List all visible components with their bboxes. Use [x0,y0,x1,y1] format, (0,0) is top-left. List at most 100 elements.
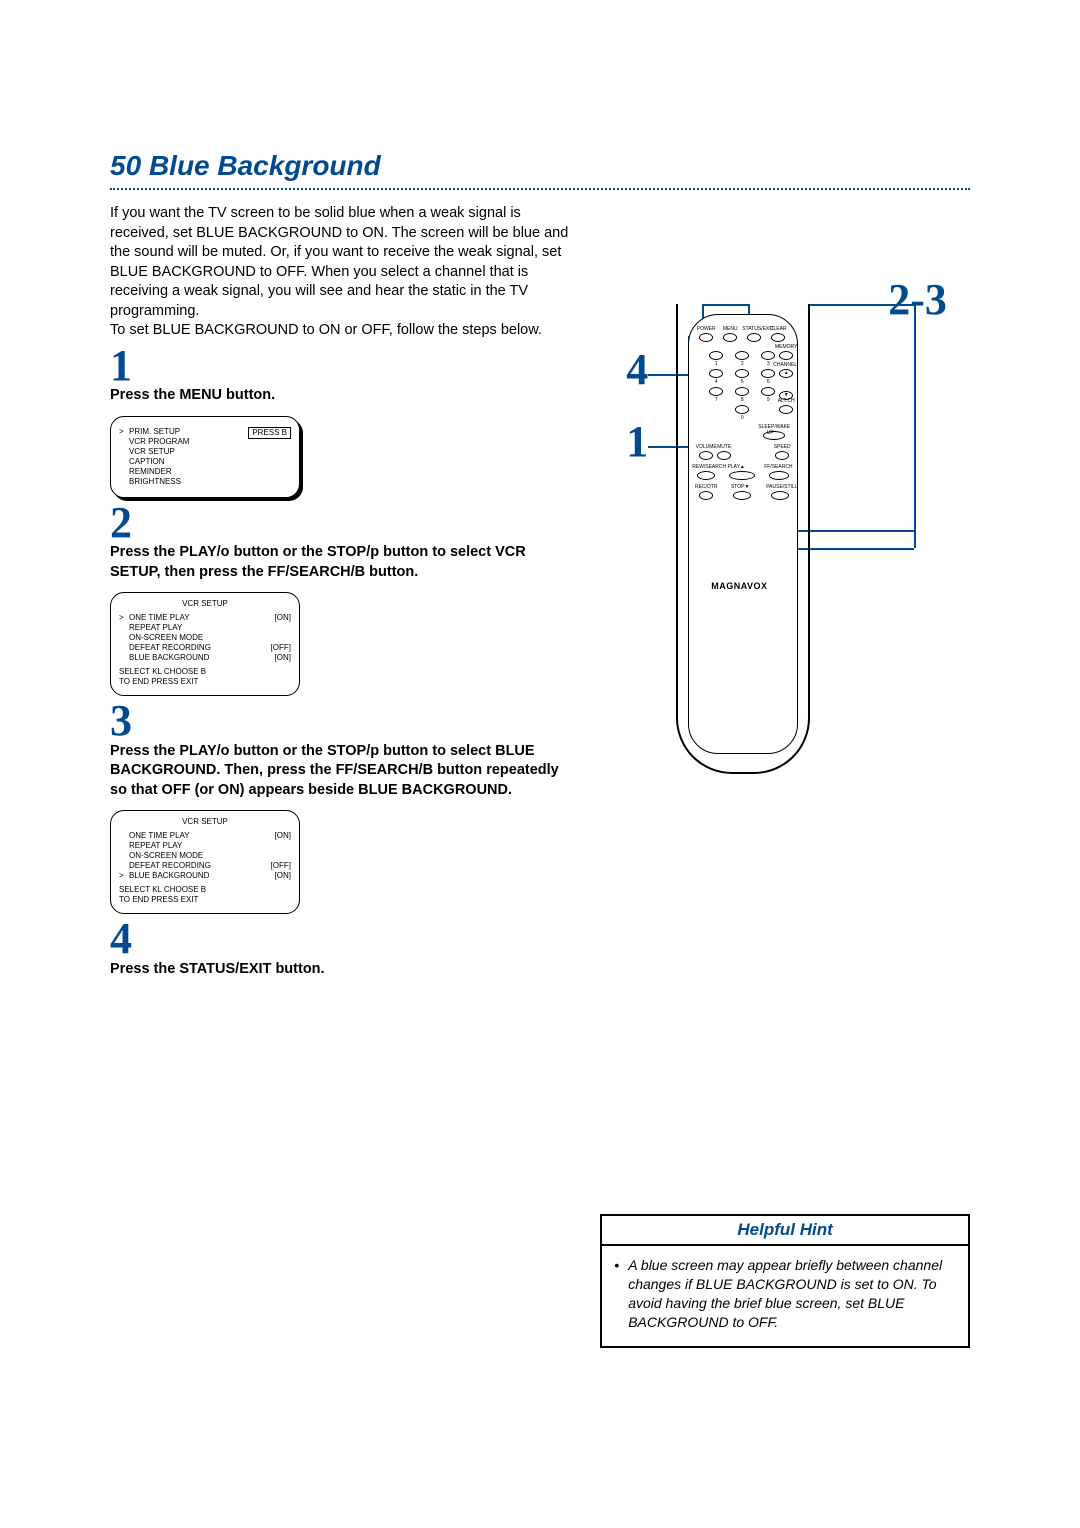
remote-button[interactable] [709,369,723,378]
heading-number: 50 [110,150,141,181]
screen1-row: VCR SETUP [119,447,242,457]
screen1-row: CAPTION [119,457,242,467]
page-heading: 50 Blue Background [110,150,970,182]
hint-body: • A blue screen may appear briefly betwe… [600,1244,970,1348]
vcr-setup-row: BLUE BACKGROUND[ON] [119,653,291,663]
remote-button[interactable] [779,351,793,360]
vcr-setup-row: >BLUE BACKGROUND[ON] [119,871,291,881]
remote-button-label: CLEAR [766,326,790,332]
remote-button-label: 2 [730,361,754,367]
remote-button[interactable] [735,405,749,414]
remote-button-label: FF/SEARCH [764,464,788,470]
vcr-setup-row: >ONE TIME PLAY[ON] [119,613,291,623]
screen2-footer1: SELECT KL CHOOSE B [119,667,291,677]
remote-button-label: STATUS/EXIT [742,326,766,332]
remote-button[interactable] [735,369,749,378]
remote-button-label: SPEED [770,444,794,450]
left-column: If you want the TV screen to be solid bl… [110,204,576,1348]
vcr-setup-row: ONE TIME PLAY[ON] [119,831,291,841]
remote-button-label: 4 [704,379,728,385]
remote-button[interactable] [699,451,713,460]
screen2-title: VCR SETUP [119,599,291,609]
remote-button-label: MUTE [712,444,736,450]
callout-1: 1 [626,416,648,467]
screen-vcr-setup-2: VCR SETUP ONE TIME PLAY[ON]REPEAT PLAYON… [110,810,300,914]
vcr-setup-row: DEFEAT RECORDING[OFF] [119,861,291,871]
remote-button-label: 1 [704,361,728,367]
remote-button-label: MEMORY [774,344,798,350]
screen1-row: VCR PROGRAM [119,437,242,447]
magnavox-logo: MAGNAVOX [711,581,767,591]
screen1-row: >PRIM. SETUP [119,427,242,437]
remote-button[interactable] [699,333,713,342]
vcr-setup-row: REPEAT PLAY [119,623,291,633]
remote-button[interactable] [709,351,723,360]
heading-title: Blue Background [149,150,381,181]
remote-button-label: REC/OTR [694,484,718,490]
screen3-footer2: TO END PRESS EXIT [119,895,291,905]
screen-main-menu: >PRIM. SETUPVCR PROGRAMVCR SETUPCAPTIONR… [110,416,300,498]
vcr-setup-row: ON-SCREEN MODE [119,633,291,643]
step-1-number: 1 [110,347,576,384]
callout-2-3: 2-3 [888,274,947,325]
remote-button-label: REW/SEARCH [692,464,716,470]
vcr-setup-row: DEFEAT RECORDING[OFF] [119,643,291,653]
remote-button-label: 8 [730,397,754,403]
remote-button-label: 6 [756,379,780,385]
step-3-text: Press the PLAY/o button or the STOP/p bu… [110,742,576,801]
remote-button-label: 0 [730,415,754,421]
remote-button[interactable] [709,387,723,396]
remote-button-label: 7 [704,397,728,403]
remote-button-label: PAUSE/STILL [766,484,790,490]
remote-button[interactable] [733,491,751,500]
remote-button[interactable] [775,451,789,460]
remote-button[interactable] [717,451,731,460]
channel-label: CHANNEL [770,362,800,368]
callout-4: 4 [626,344,648,395]
remote-button[interactable] [723,333,737,342]
step-4-text: Press the STATUS/EXIT button. [110,960,576,980]
step-2-number: 2 [110,504,576,541]
remote-button[interactable] [771,333,785,342]
remote-button-label: ALT.CH [774,398,798,404]
screen1-row: REMINDER [119,467,242,477]
remote-button[interactable] [697,471,715,480]
helpful-hint: Helpful Hint • A blue screen may appear … [600,1214,970,1348]
hint-bullet-dot: • [614,1256,628,1332]
remote-button-label: ▲ [774,370,798,376]
screen3-footer1: SELECT KL CHOOSE B [119,885,291,895]
vcr-setup-row: ON-SCREEN MODE [119,851,291,861]
remote-button[interactable] [771,491,789,500]
step-3-number: 3 [110,702,576,739]
remote-button[interactable] [735,351,749,360]
right-column: 2-3 4 1 MAGNAVOX POWERMENUSTATUS/EXITC [600,204,970,1348]
remote-button[interactable] [761,369,775,378]
remote-button[interactable] [747,333,761,342]
remote-button-label: STOP▼ [728,484,752,490]
vcr-setup-row: REPEAT PLAY [119,841,291,851]
step-1-text: Press the MENU button. [110,386,576,406]
remote-button-label: SLEEP/WAKE UP [758,424,782,436]
remote-button[interactable] [735,387,749,396]
step-4-number: 4 [110,920,576,957]
remote-button[interactable] [761,387,775,396]
remote-button-label: 5 [730,379,754,385]
remote-button-label: POWER [694,326,718,332]
step-2-text: Press the PLAY/o button or the STOP/p bu… [110,543,576,582]
screen2-footer2: TO END PRESS EXIT [119,677,291,687]
hint-header: Helpful Hint [600,1214,970,1244]
remote-button[interactable] [729,471,755,480]
remote-button[interactable] [761,351,775,360]
hint-text: A blue screen may appear briefly between… [628,1256,956,1332]
press-b-label: PRESS B [248,427,291,439]
intro-paragraph: If you want the TV screen to be solid bl… [110,204,576,341]
remote-button-label: PLAY▲ [724,464,748,470]
remote-button-label: MENU [718,326,742,332]
screen1-row: BRIGHTNESS [119,477,242,487]
dotted-rule [110,188,970,190]
remote-button[interactable] [779,405,793,414]
remote-button[interactable] [699,491,713,500]
remote-button[interactable] [769,471,789,480]
screen3-title: VCR SETUP [119,817,291,827]
screen-vcr-setup-1: VCR SETUP >ONE TIME PLAY[ON]REPEAT PLAYO… [110,592,300,696]
